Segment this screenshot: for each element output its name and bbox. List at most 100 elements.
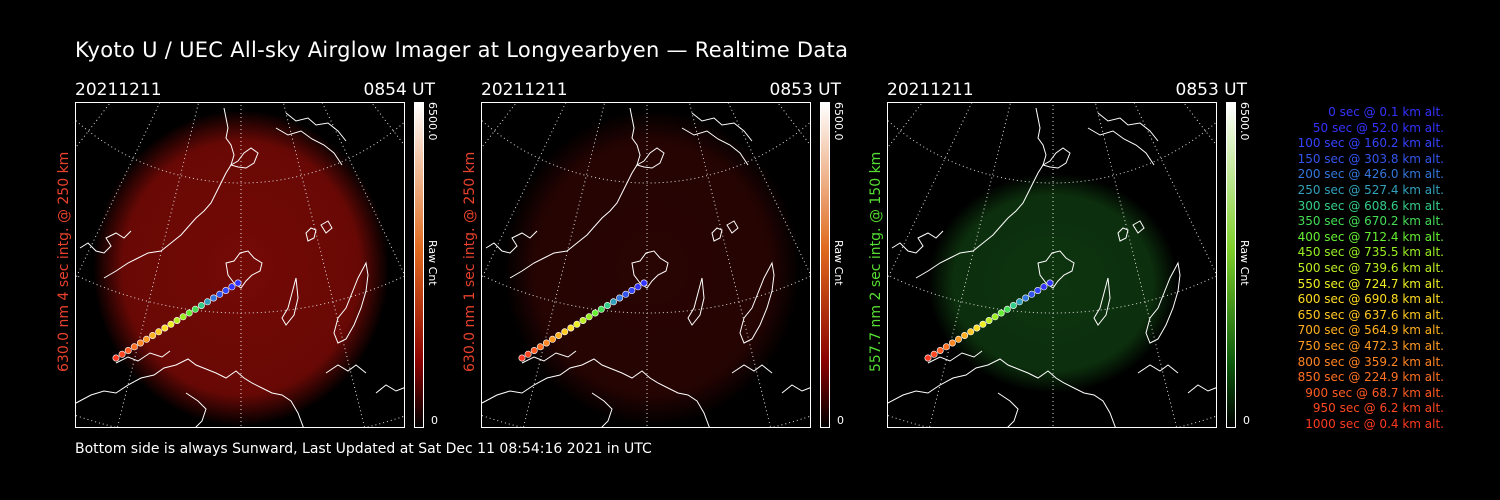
legend-entry: 450 sec @ 735.5 km alt.: [1297, 245, 1444, 260]
trajectory-point: [979, 320, 987, 328]
trajectory-point: [518, 354, 526, 362]
airglow-panel-3: 20211211 0853 UT 6500.0 Raw Cnt 0: [887, 80, 1327, 440]
colorbar-max-label: 6500.0: [426, 102, 439, 141]
legend-entry: 300 sec @ 608.6 km alt.: [1297, 198, 1444, 213]
map-grid: [482, 103, 810, 427]
trajectory-point: [930, 350, 938, 358]
trajectory-point: [924, 354, 932, 362]
trajectory-point: [555, 332, 563, 340]
colorbar: [414, 102, 424, 428]
trajectory-point: [149, 332, 157, 340]
trajectory-point: [997, 309, 1005, 317]
trajectory-point: [222, 287, 230, 295]
legend-entry: 800 sec @ 359.2 km alt.: [1297, 354, 1444, 369]
colorbar: [1226, 102, 1236, 428]
trajectory-point: [628, 287, 636, 295]
trajectory-point: [124, 347, 132, 355]
allsky-image: [481, 102, 811, 428]
colorbar-max-label: 6500.0: [1238, 102, 1251, 141]
legend-entry: 650 sec @ 637.6 km alt.: [1297, 307, 1444, 322]
footer-status: Bottom side is always Sunward, Last Upda…: [75, 441, 652, 457]
colorbar-max-label: 6500.0: [832, 102, 845, 141]
airglow-disc: [93, 110, 389, 426]
trajectory-point: [973, 324, 981, 332]
trajectory-point: [640, 279, 648, 287]
legend-entry: 0 sec @ 0.1 km alt.: [1328, 105, 1444, 119]
panel-date: 20211211: [75, 80, 162, 100]
legend-entry: 950 sec @ 6.2 km alt.: [1312, 401, 1444, 416]
trajectory-point: [216, 290, 224, 298]
colorbar-unit-label: Raw Cnt: [1238, 240, 1251, 286]
trajectory-legend: 0 sec @ 0.1 km alt. 50 sec @ 52.0 km alt.…: [1262, 105, 1444, 432]
allsky-map-svg: [482, 103, 810, 427]
allsky-map-svg: [888, 103, 1216, 427]
map-grid: [888, 103, 1216, 427]
panel-2-channel-label: 630.0 nm 1 sec intg. @ 250 km: [462, 151, 478, 372]
trajectory-point: [1016, 298, 1024, 306]
panel-date: 20211211: [481, 80, 568, 100]
trajectory-point: [567, 324, 575, 332]
allsky-image: [887, 102, 1217, 428]
trajectory-point: [561, 328, 569, 336]
trajectory-point: [610, 298, 618, 306]
trajectory: [112, 279, 242, 362]
map-grid: [76, 103, 404, 427]
trajectory-point: [1034, 287, 1042, 295]
legend-entry: 400 sec @ 712.4 km alt.: [1297, 229, 1444, 244]
colorbar-min-label: 0: [1243, 414, 1250, 427]
panel-time: 0853 UT: [769, 80, 842, 100]
trajectory-point: [112, 354, 120, 362]
trajectory-point: [948, 339, 956, 347]
legend-entry: 200 sec @ 426.0 km alt.: [1297, 167, 1444, 182]
trajectory-point: [228, 283, 236, 291]
trajectory-point: [173, 317, 181, 325]
colorbar: [820, 102, 830, 428]
legend-entry: 50 sec @ 52.0 km alt.: [1312, 120, 1444, 135]
colorbar-min-label: 0: [431, 414, 438, 427]
coastline: [76, 107, 404, 427]
allsky-map-svg: [76, 103, 404, 427]
trajectory-point: [585, 313, 593, 321]
trajectory-point: [167, 320, 175, 328]
airglow-panel-1: 20211211 0854 UT 6500.0 Raw Cnt 0: [75, 80, 515, 440]
trajectory-point: [191, 305, 199, 313]
trajectory-point: [622, 290, 630, 298]
trajectory: [924, 279, 1054, 362]
trajectory-point: [210, 294, 218, 302]
legend-entry: 350 sec @ 670.2 km alt.: [1297, 214, 1444, 229]
legend-entry: 500 sec @ 739.6 km alt.: [1297, 260, 1444, 275]
colorbar-unit-label: Raw Cnt: [832, 240, 845, 286]
trajectory-point: [234, 279, 242, 287]
trajectory-point: [1046, 279, 1054, 287]
trajectory-point: [130, 343, 138, 351]
trajectory: [518, 279, 648, 362]
airglow-panel-2: 20211211 0853 UT 6500.0 Raw Cnt 0: [481, 80, 921, 440]
panel-3-channel-label: 557.7 nm 2 sec intg. @ 150 km: [868, 151, 884, 372]
legend-entry: 250 sec @ 527.4 km alt.: [1297, 182, 1444, 197]
trajectory-point: [961, 332, 969, 340]
trajectory-point: [634, 283, 642, 291]
trajectory-point: [136, 339, 144, 347]
trajectory-point: [579, 317, 587, 325]
legend-entry: 850 sec @ 224.9 km alt.: [1297, 370, 1444, 385]
panel-time: 0854 UT: [363, 80, 436, 100]
trajectory-point: [1028, 290, 1036, 298]
coastline: [482, 107, 810, 427]
trajectory-point: [185, 309, 193, 317]
legend-entry: 550 sec @ 724.7 km alt.: [1297, 276, 1444, 291]
trajectory-point: [936, 347, 944, 355]
trajectory-point: [197, 302, 205, 310]
trajectory-point: [603, 302, 611, 310]
trajectory-point: [991, 313, 999, 321]
legend-entry: 900 sec @ 68.7 km alt.: [1305, 385, 1444, 400]
panel-time: 0853 UT: [1175, 80, 1248, 100]
coastline: [888, 107, 1216, 427]
trajectory-point: [155, 328, 163, 336]
trajectory-point: [179, 313, 187, 321]
airglow-disc: [504, 110, 800, 426]
trajectory-point: [1022, 294, 1030, 302]
allsky-image: [75, 102, 405, 428]
trajectory-point: [985, 317, 993, 325]
colorbar-min-label: 0: [837, 414, 844, 427]
legend-entry: 150 sec @ 303.8 km alt.: [1297, 151, 1444, 166]
